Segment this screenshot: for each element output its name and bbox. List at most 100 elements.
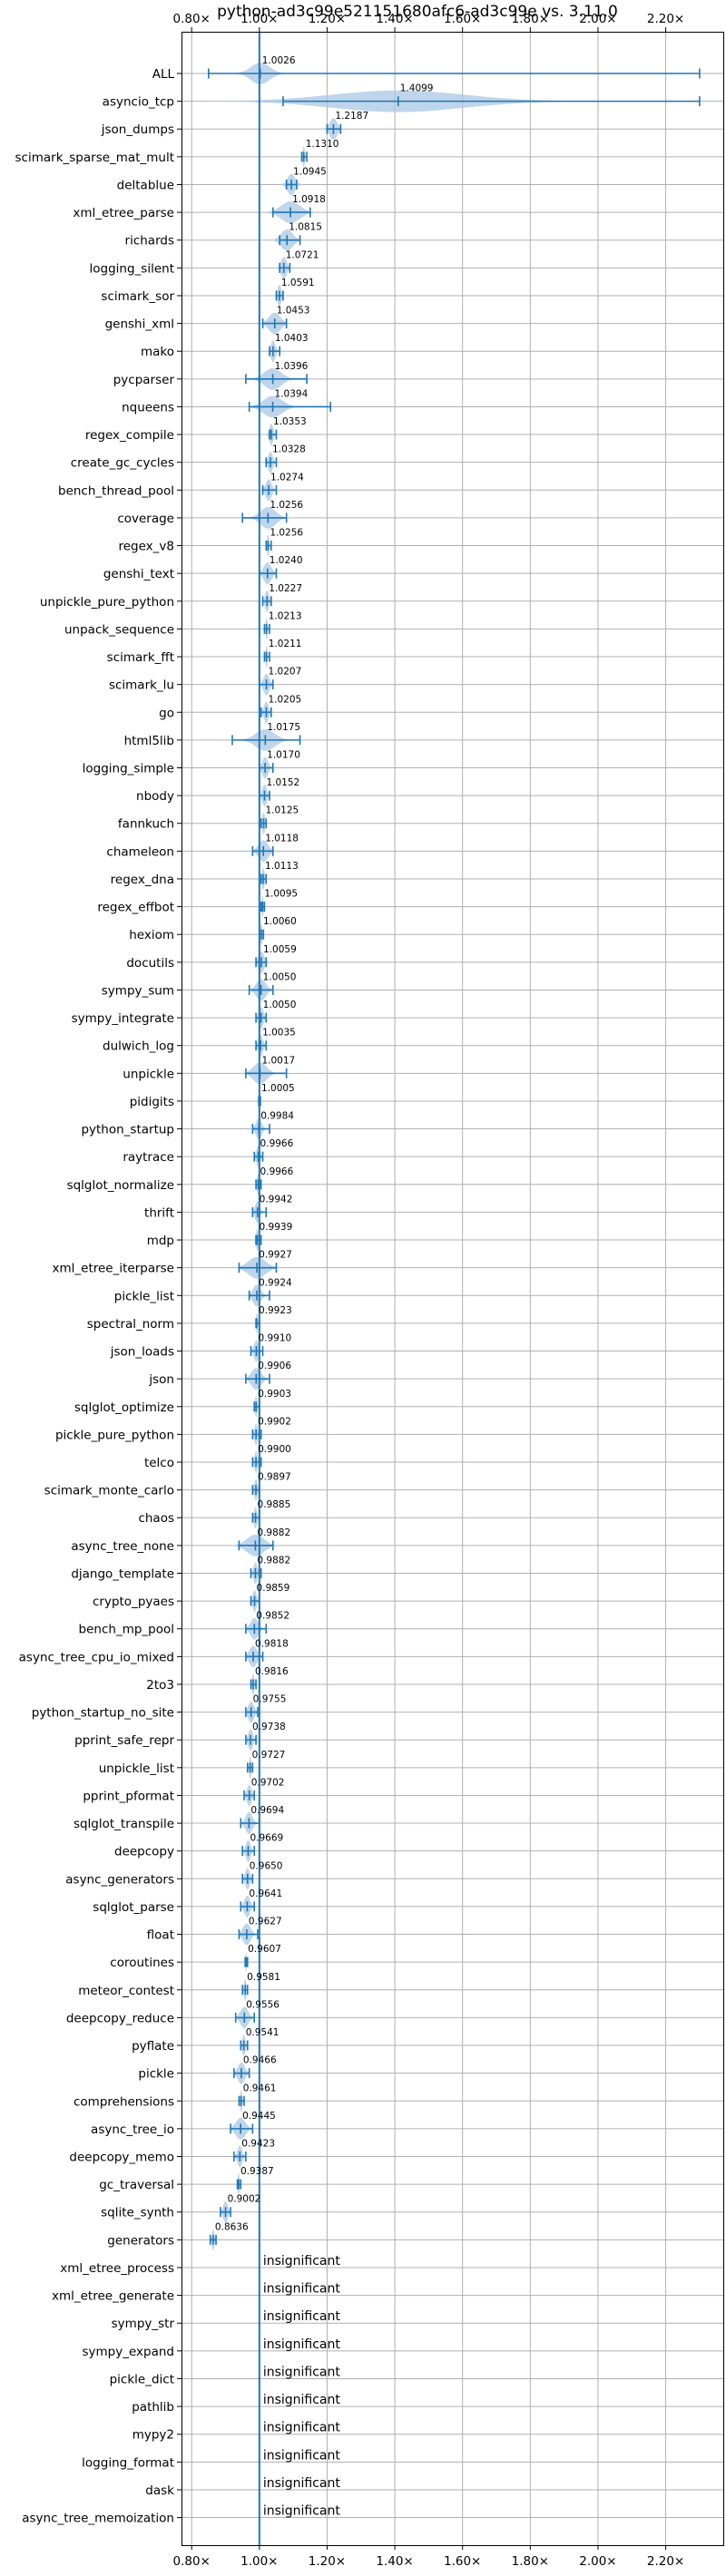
mean-value-label: 1.0175 <box>267 722 300 733</box>
mean-value-label: 0.8636 <box>215 2221 249 2232</box>
benchmark-name-label: scimark_sor <box>101 289 174 304</box>
insignificant-label: insignificant <box>263 2254 341 2269</box>
mean-value-label: 1.0453 <box>277 306 310 317</box>
benchmark-name-label: unpickle_pure_python <box>40 595 174 610</box>
mean-value-label: 0.9966 <box>260 1166 294 1177</box>
benchmark-name-label: sqlglot_parse <box>93 1900 174 1915</box>
mean-value-label: 0.9445 <box>242 2111 276 2122</box>
mean-value-label: 1.0125 <box>265 805 299 816</box>
benchmark-name-label: deepcopy_memo <box>69 2151 174 2165</box>
benchmark-name-label: pprint_pformat <box>83 1789 174 1803</box>
mean-value-label: 0.9387 <box>240 2166 274 2177</box>
mean-value-label: 0.9669 <box>250 1833 283 1844</box>
benchmark-name-label: dask <box>145 2483 174 2498</box>
benchmark-name-label: json_loads <box>110 1345 174 1360</box>
mean-value-label: 1.0274 <box>270 472 304 483</box>
mean-value-label: 1.0050 <box>263 1000 297 1010</box>
x-tick-label-top: 1.00× <box>240 12 278 26</box>
benchmark-name-label: sympy_expand <box>82 2345 174 2359</box>
axis-layer: 0.80× 0.80× 1.00× 1.00× 1.20× 1.20× 1.40× 1.40×… <box>15 12 685 2569</box>
benchmark-name-label: crypto_pyaes <box>93 1595 174 1609</box>
benchmark-name-label: logging_silent <box>90 261 174 276</box>
benchmark-name-label: unpack_sequence <box>64 622 174 637</box>
benchmark-name-label: regex_effbot <box>97 901 174 915</box>
benchmark-name-label: genshi_text <box>103 567 174 581</box>
benchmark-name-label: chameleon <box>106 844 174 859</box>
benchmark-name-label: 2to3 <box>146 1678 174 1693</box>
benchmark-name-label: scimark_monte_carlo <box>44 1484 174 1498</box>
mean-value-label: 1.0394 <box>275 388 309 399</box>
benchmark-name-label: json_dumps <box>101 122 174 137</box>
benchmark-name-label: comprehensions <box>74 2094 174 2109</box>
x-tick-label-top: 1.60× <box>444 12 481 26</box>
mean-value-label: 0.9927 <box>259 1250 292 1261</box>
benchmark-name-label: mypy2 <box>132 2428 174 2443</box>
mean-value-label: 1.0017 <box>261 1055 295 1066</box>
benchmark-name-label: async_tree_memoization <box>22 2512 174 2526</box>
benchmark-name-label: regex_v8 <box>118 540 174 554</box>
x-tick-label-top: 2.00× <box>579 12 616 26</box>
mean-value-label: 1.0152 <box>266 777 299 788</box>
benchmark-name-label: nbody <box>136 789 174 804</box>
benchmark-name-label: pickle_list <box>114 1289 174 1303</box>
label-layer: 1.0026 1.4099 1.2187 1.1310 1.0945 1.0918 1.08… <box>215 55 434 2519</box>
mean-value-label: 0.9897 <box>258 1472 291 1483</box>
benchmark-name-label: fannkuch <box>118 817 174 832</box>
insignificant-label: insignificant <box>263 2421 341 2435</box>
mean-value-label: 1.0207 <box>269 667 302 678</box>
mean-value-label: 0.9541 <box>246 2027 280 2038</box>
mean-value-label: 0.9885 <box>258 1499 291 1510</box>
benchmark-name-label: html5lib <box>124 734 174 748</box>
x-tick-label-bottom: 1.80× <box>512 2554 549 2569</box>
mean-value-label: 1.0328 <box>272 444 306 455</box>
benchmark-name-label: gc_traversal <box>99 2178 174 2192</box>
benchmark-name-label: generators <box>107 2233 174 2248</box>
benchmark-name-label: scimark_sparse_mat_mult <box>15 151 174 165</box>
benchmark-name-label: nqueens <box>122 400 174 415</box>
benchmark-name-label: spectral_norm <box>87 1317 174 1332</box>
mean-value-label: 0.9882 <box>257 1555 290 1566</box>
mean-value-label: 0.9852 <box>256 1611 289 1622</box>
mean-value-label: 0.9607 <box>248 1944 281 1955</box>
benchmark-name-label: json <box>148 1372 174 1387</box>
benchmark-name-label: regex_compile <box>85 428 174 443</box>
mean-value-label: 0.9556 <box>246 1999 280 2010</box>
mean-value-label: 1.0240 <box>270 555 303 566</box>
x-tick-label-top: 2.20× <box>647 12 684 26</box>
mean-value-label: 0.9650 <box>250 1860 283 1871</box>
x-tick-label-bottom: 1.00× <box>240 2554 278 2569</box>
mean-value-label: 1.0060 <box>263 916 297 927</box>
mean-value-label: 0.9702 <box>251 1777 285 1788</box>
x-tick-label-top: 1.40× <box>376 12 413 26</box>
benchmark-name-label: async_generators <box>65 1872 174 1887</box>
benchmark-name-label: coroutines <box>110 1956 174 1970</box>
mean-value-label: 0.9900 <box>258 1444 291 1455</box>
benchmark-name-label: pprint_safe_repr <box>74 1733 174 1748</box>
violin-layer <box>202 63 701 2251</box>
x-tick-label-bottom: 0.80× <box>173 2554 211 2569</box>
benchmark-name-label: pidigits <box>130 1095 174 1109</box>
benchmark-name-label: pyflate <box>132 2039 174 2054</box>
mean-value-label: 1.0256 <box>270 500 303 511</box>
benchmark-name-label: go <box>159 706 174 720</box>
mean-value-label: 0.9738 <box>252 1722 286 1732</box>
benchmark-name-label: logging_simple <box>83 762 174 776</box>
mean-value-label: 0.9903 <box>258 1389 291 1400</box>
mean-value-label: 0.9859 <box>257 1583 290 1594</box>
mean-value-label: 1.0118 <box>265 833 299 844</box>
benchmark-name-label: xml_etree_iterparse <box>53 1262 175 1276</box>
insignificant-label: insignificant <box>263 2504 341 2519</box>
mean-value-label: 1.0918 <box>292 194 326 205</box>
mean-value-label: 1.0035 <box>262 1028 296 1039</box>
benchmark-name-label: meteor_contest <box>78 1984 174 1998</box>
mean-value-label: 0.9461 <box>243 2083 277 2093</box>
benchmark-name-label: sqlite_synth <box>101 2206 174 2220</box>
mean-value-label: 0.9755 <box>253 1694 287 1705</box>
benchmark-name-label: xml_etree_generate <box>52 2289 174 2304</box>
mean-value-label: 1.2187 <box>335 111 368 122</box>
x-tick-label-bottom: 2.00× <box>579 2554 616 2569</box>
x-tick-label-bottom: 1.60× <box>444 2554 481 2569</box>
insignificant-label: insignificant <box>263 2393 341 2407</box>
x-tick-label-top: 0.80× <box>173 12 211 26</box>
benchmark-name-label: sqlglot_transpile <box>74 1817 174 1831</box>
